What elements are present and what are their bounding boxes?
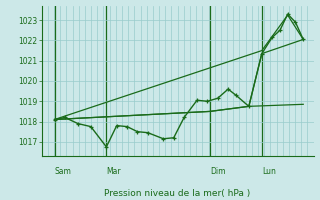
Text: Pression niveau de la mer( hPa ): Pression niveau de la mer( hPa ) [104,189,251,198]
Text: Sam: Sam [54,167,71,176]
Text: Lun: Lun [262,167,276,176]
Text: Mar: Mar [106,167,121,176]
Text: Dim: Dim [210,167,226,176]
